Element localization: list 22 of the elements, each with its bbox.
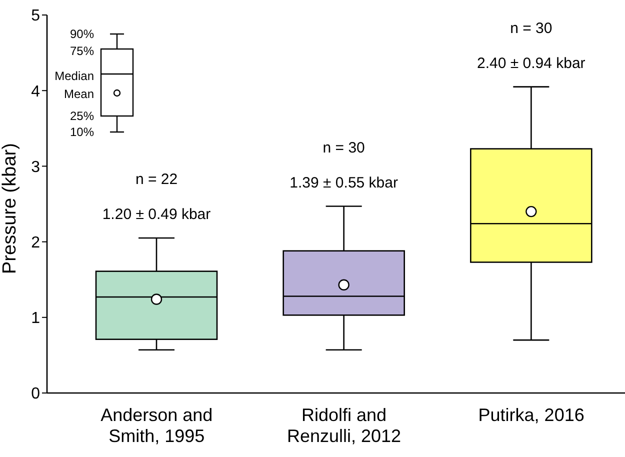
annotation: Median	[54, 69, 94, 83]
annotation: 25%	[70, 109, 94, 123]
x-tick-label: Putirka, 2016	[478, 405, 584, 425]
annotation: 2.40 ± 0.94 kbar	[477, 54, 586, 72]
y-tick-label: 5	[31, 8, 40, 25]
x-tick-label: Ridolfi and Renzulli, 2012	[286, 405, 402, 446]
annotation: 1.20 ± 0.49 kbar	[102, 206, 211, 224]
y-tick-label: 4	[31, 83, 40, 100]
annotation: Mean	[64, 87, 94, 101]
x-tick-label: Anderson and Smith, 1995	[100, 405, 213, 446]
y-axis-title: Pressure (kbar)	[0, 143, 21, 274]
annotation: 10%	[70, 125, 94, 139]
annotation: n = 22	[135, 171, 178, 188]
annotation: 75%	[70, 44, 94, 58]
y-tick-label: 1	[31, 310, 40, 328]
annotation: 90%	[70, 27, 94, 41]
y-tick-label: 2	[31, 234, 40, 252]
annotation: n = 30	[322, 139, 365, 156]
annotation: 1.39 ± 0.55 kbar	[290, 174, 398, 192]
y-tick-label: 3	[31, 158, 40, 176]
y-tick-label: 0	[31, 386, 40, 403]
annotation: n = 30	[510, 20, 552, 37]
